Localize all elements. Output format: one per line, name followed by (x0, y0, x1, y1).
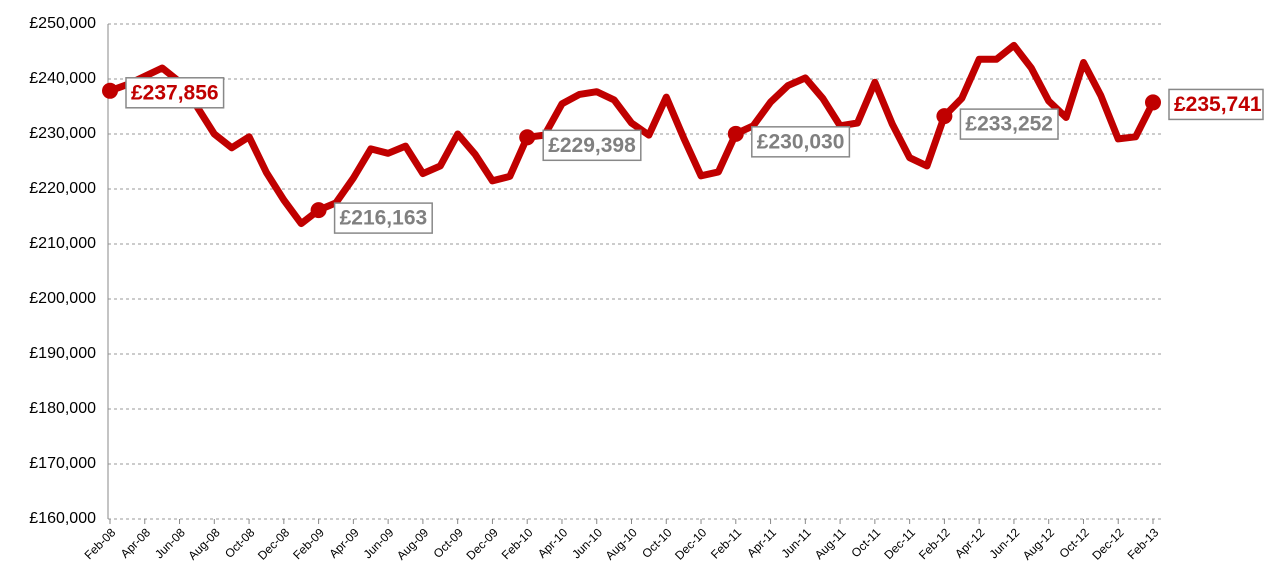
line (108, 41, 1157, 228)
value-label: £229,398 (542, 129, 642, 162)
x-tick-label: Oct-11 (848, 525, 883, 560)
x-tick-label: Feb-10 (499, 525, 536, 562)
x-tick-label: Oct-08 (222, 525, 258, 561)
y-tick-label: £160,000 (29, 510, 96, 527)
x-tick-label: Apr-12 (952, 525, 988, 561)
x-tick-label: Feb-12 (916, 525, 953, 562)
x-tick-label: Jun-12 (986, 525, 1022, 561)
value-label: £237,856 (125, 77, 225, 109)
x-tick-label: Feb-08 (82, 525, 119, 562)
y-tick-label: £230,000 (29, 125, 96, 142)
value-label-box (542, 129, 642, 162)
value-label: £235,741 (1168, 88, 1264, 121)
x-tick-label: Feb-13 (1125, 525, 1162, 562)
x-tick-label: Dec-08 (255, 525, 292, 562)
x-tick-label: Dec-09 (464, 525, 501, 562)
value-label-box (751, 126, 851, 158)
point-marker (519, 129, 536, 146)
y-tick-label: £200,000 (29, 290, 96, 307)
value-label-text: £230,030 (757, 130, 845, 153)
y-tick-label: £220,000 (29, 180, 96, 197)
x-tick-label: Apr-10 (535, 525, 571, 561)
point-marker (1145, 94, 1161, 111)
point-marker (727, 125, 744, 142)
x-tick-label: Aug-12 (1020, 525, 1057, 562)
x-tick-label: Oct-10 (639, 525, 675, 561)
value-label-text: £229,398 (548, 134, 636, 157)
x-tick-label: Apr-09 (326, 525, 362, 561)
x-tick-label: Oct-09 (431, 525, 467, 561)
x-tick-label: Jun-08 (152, 525, 188, 561)
y-tick-label: £170,000 (29, 455, 96, 472)
value-label-box (959, 108, 1059, 140)
x-tick-label: Jun-09 (361, 525, 397, 561)
value-label-text: £216,163 (340, 207, 428, 230)
value-label: £230,030 (751, 126, 851, 158)
value-label-text: £237,856 (131, 81, 219, 104)
y-tick-label: £210,000 (29, 235, 96, 252)
x-tick-label: Aug-11 (812, 525, 849, 562)
point-marker (102, 82, 118, 99)
y-tick-label: £180,000 (29, 400, 96, 417)
value-label-box (333, 202, 433, 234)
value-label-text: £235,741 (1174, 93, 1262, 116)
x-tick-label: Aug-09 (394, 525, 431, 562)
value-label: £216,163 (333, 202, 433, 234)
point-marker (310, 202, 327, 219)
value-label-text: £233,252 (965, 113, 1053, 136)
x-tick-label: Feb-11 (708, 525, 744, 561)
x-tick-label: Feb-09 (290, 525, 327, 562)
y-tick-label: £190,000 (29, 345, 96, 362)
y-tick-label: £240,000 (29, 70, 96, 87)
value-label-box (1168, 88, 1264, 121)
x-tick-label: Oct-12 (1056, 525, 1092, 561)
x-tick-label: Apr-11 (744, 525, 779, 560)
x-tick-label: Dec-11 (881, 525, 918, 562)
value-label-box (125, 77, 225, 109)
x-tick-label: Apr-08 (118, 525, 154, 561)
x-tick-label: Jun-10 (569, 525, 605, 561)
x-tick-label: Dec-10 (672, 525, 709, 562)
x-tick-label: Dec-12 (1089, 525, 1126, 562)
y-tick-label: £250,000 (29, 15, 96, 32)
value-label: £233,252 (959, 108, 1059, 140)
point-marker (936, 108, 953, 125)
x-tick-label: Aug-08 (185, 525, 222, 562)
x-tick-label: Aug-10 (603, 525, 640, 562)
x-tick-label: Jun-11 (778, 525, 813, 560)
